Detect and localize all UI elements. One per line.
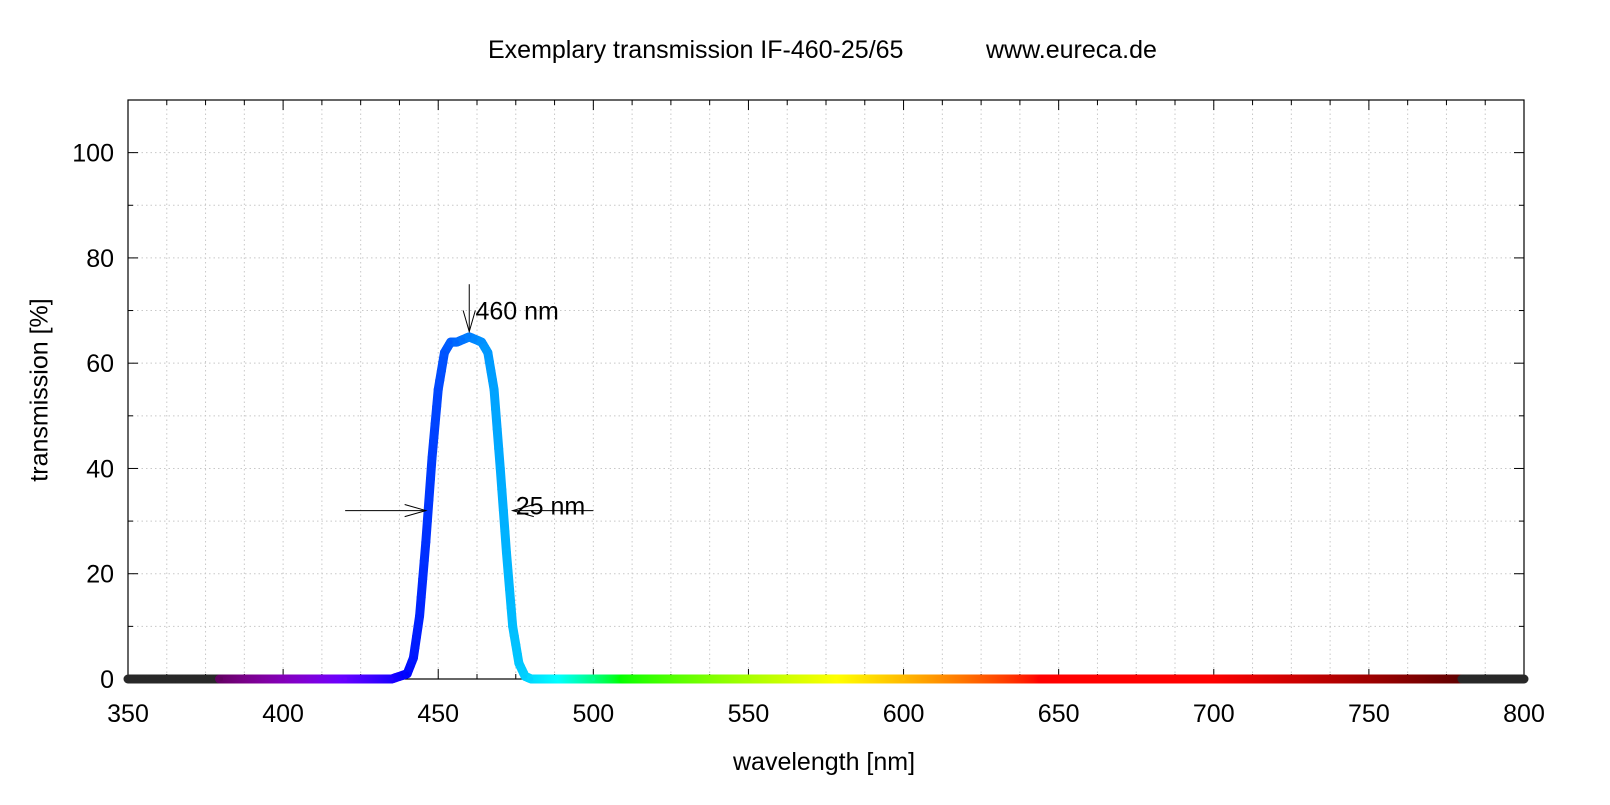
data-point xyxy=(492,387,497,392)
data-point xyxy=(389,677,394,681)
data-point xyxy=(430,455,435,460)
data-point xyxy=(1056,677,1061,681)
data-point xyxy=(516,661,521,666)
x-tick-label: 750 xyxy=(1348,700,1390,728)
annotation-arrow-peak-head xyxy=(462,310,476,334)
y-tick-label: 100 xyxy=(72,140,114,168)
y-tick-label: 0 xyxy=(100,666,114,694)
data-point xyxy=(405,671,410,676)
data-point xyxy=(1522,677,1526,681)
x-tick-label: 800 xyxy=(1503,700,1545,728)
data-point xyxy=(591,677,596,681)
x-tick-label: 550 xyxy=(728,700,770,728)
data-point xyxy=(448,340,453,345)
y-tick-label: 60 xyxy=(86,350,114,378)
data-point xyxy=(746,677,751,681)
annotation-label: 460 nm xyxy=(475,298,558,326)
annotation-arrow-width-head xyxy=(510,504,534,518)
data-point xyxy=(411,655,416,660)
data-point xyxy=(1366,677,1371,681)
data-point xyxy=(1211,677,1216,681)
data-point xyxy=(281,677,286,681)
data-point xyxy=(219,677,224,681)
data-point xyxy=(504,550,509,555)
data-point xyxy=(523,674,528,679)
data-point xyxy=(436,387,441,392)
y-tick-label: 40 xyxy=(86,455,114,483)
annotation-arrow-width-head xyxy=(404,504,428,518)
chart-title: Exemplary transmission IF-460-25/65 xyxy=(488,36,904,64)
data-point xyxy=(529,677,534,681)
data-point xyxy=(461,337,466,342)
data-point xyxy=(454,340,459,345)
x-tick-label: 700 xyxy=(1193,700,1235,728)
x-tick-label: 450 xyxy=(417,700,459,728)
data-point xyxy=(498,466,503,471)
data-point xyxy=(485,350,490,355)
data-point xyxy=(510,624,515,629)
chart-title-url: www.eureca.de xyxy=(986,36,1157,64)
data-point xyxy=(479,340,484,345)
x-tick-label: 500 xyxy=(572,700,614,728)
data-point xyxy=(442,350,447,355)
y-axis-label: transmission [%] xyxy=(25,298,54,482)
data-point xyxy=(417,613,422,618)
data-point xyxy=(423,540,428,545)
y-tick-label: 80 xyxy=(86,245,114,273)
annotation-label: 25 nm xyxy=(516,492,585,520)
data-point xyxy=(473,337,478,342)
data-point xyxy=(467,334,472,339)
x-axis-label: wavelength [nm] xyxy=(733,748,916,776)
data-point xyxy=(343,677,348,681)
x-tick-label: 400 xyxy=(262,700,304,728)
y-tick-label: 20 xyxy=(86,561,114,589)
data-point xyxy=(901,677,906,681)
x-tick-label: 350 xyxy=(107,700,149,728)
x-tick-label: 600 xyxy=(883,700,925,728)
data-point xyxy=(126,677,130,681)
x-tick-label: 650 xyxy=(1038,700,1080,728)
